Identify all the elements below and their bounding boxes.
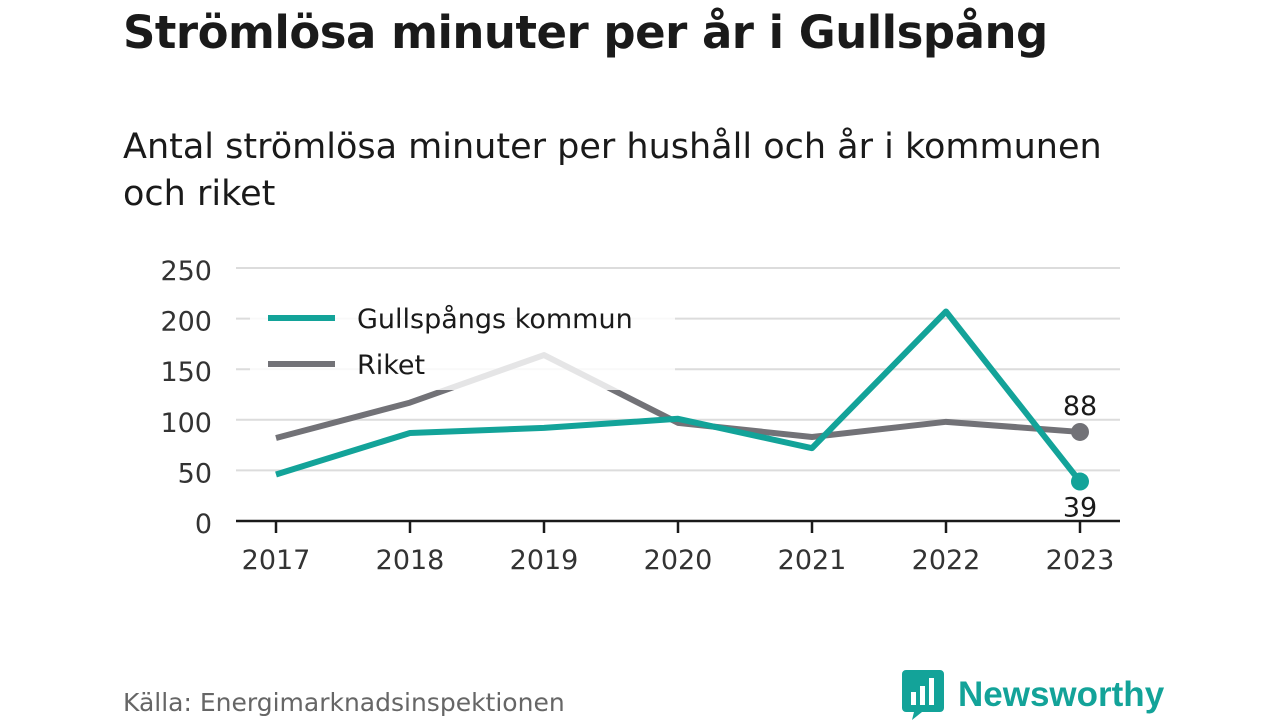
end-label: 39 (1063, 493, 1097, 524)
newsworthy-logo-icon (902, 670, 944, 720)
x-tick-label: 2017 (242, 545, 311, 576)
x-tick-label: 2020 (644, 545, 713, 576)
series-lines (275, 308, 1089, 491)
end-point-1 (1071, 422, 1089, 441)
x-axis-ticks: 2017 2018 2019 2020 2021 2022 2023 (242, 521, 1115, 576)
y-tick-label: 100 (160, 408, 212, 439)
y-tick-label: 150 (160, 357, 212, 388)
end-label: 88 (1063, 391, 1097, 422)
x-tick-label: 2019 (510, 545, 579, 576)
legend: Gullspångs kommun Riket (250, 290, 675, 390)
y-tick-label: 250 (160, 256, 212, 287)
y-axis-ticks: 0 50 100 150 200 250 (160, 256, 212, 540)
x-tick-label: 2023 (1046, 545, 1115, 576)
series-line-1 (275, 352, 1081, 441)
legend-label: Riket (357, 350, 425, 381)
end-point-0 (1071, 472, 1089, 491)
end-labels: 39 88 (1063, 391, 1097, 524)
line-chart: 0 50 100 150 200 250 2017 2018 2019 2020 2021 2022… (160, 256, 1120, 576)
brand: Newsworthy (902, 670, 1164, 720)
y-tick-label: 50 (178, 458, 212, 489)
y-tick-label: 0 (195, 509, 212, 540)
chart-title: Strömlösa minuter per år i Gullspång (123, 6, 1048, 59)
legend-label: Gullspångs kommun (357, 304, 633, 335)
legend-background (250, 290, 675, 390)
x-tick-label: 2018 (376, 545, 445, 576)
x-tick-label: 2021 (778, 545, 847, 576)
brand-name: Newsworthy (958, 675, 1165, 714)
chart-subtitle: Antal strömlösa minuter per hushåll och … (123, 127, 1102, 214)
x-tick-label: 2022 (912, 545, 981, 576)
source-note: Källa: Energimarknadsinspektionen (123, 688, 565, 717)
series-line-0 (275, 308, 1083, 484)
y-tick-label: 200 (160, 307, 212, 338)
